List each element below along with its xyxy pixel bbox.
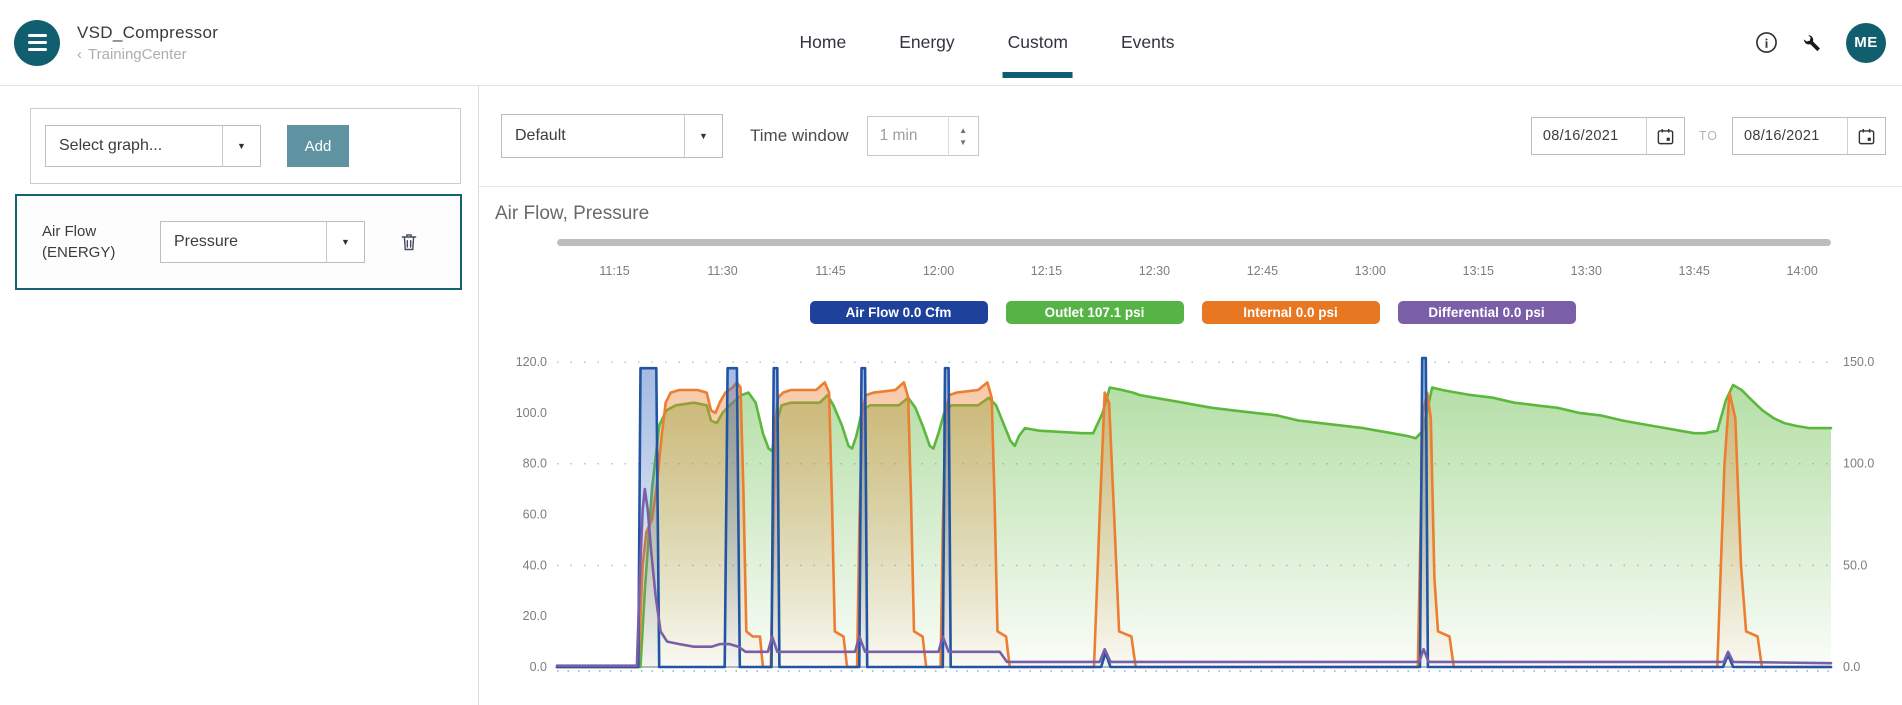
wrench-icon[interactable] (1801, 32, 1823, 54)
svg-text:14:00: 14:00 (1787, 264, 1818, 278)
sidebar: Select graph... ▼ Add Air Flow (ENERGY) … (0, 86, 479, 705)
svg-text:100.0: 100.0 (1843, 457, 1874, 471)
svg-text:12:15: 12:15 (1031, 264, 1062, 278)
svg-text:40.0: 40.0 (523, 558, 547, 572)
main-panel: Default ▼ Time window 1 min ▲ ▼ 08/16/20… (479, 86, 1902, 705)
calendar-icon[interactable] (1645, 118, 1684, 154)
app-header: VSD_Compressor ‹ TrainingCenter Home Ener… (0, 0, 1902, 86)
chart-area: Air Flow, Pressure 11:15 11:30 11:45 12:00 1… (479, 187, 1902, 687)
svg-text:120.0: 120.0 (516, 355, 547, 369)
date-to-input[interactable]: 08/16/2021 (1732, 117, 1886, 155)
legend-badge[interactable]: Outlet 107.1 psi (1005, 301, 1184, 324)
chevron-down-icon: ▼ (326, 222, 364, 262)
time-window-label: Time window (750, 126, 849, 145)
date-to-value: 08/16/2021 (1744, 128, 1820, 144)
svg-text:i: i (1765, 36, 1769, 50)
legend-badge[interactable]: Internal 0.0 psi (1201, 301, 1380, 324)
legend-badge[interactable]: Differential 0.0 psi (1397, 301, 1576, 324)
hamburger-icon (27, 34, 47, 37)
svg-text:150.0: 150.0 (1843, 355, 1874, 369)
preset-select[interactable]: Default ▼ (501, 114, 723, 158)
tab-custom[interactable]: Custom (1002, 0, 1074, 85)
add-graph-card: Select graph... ▼ Add (30, 108, 461, 184)
header-actions: i ME (1755, 22, 1886, 63)
breadcrumb[interactable]: ‹ TrainingCenter (77, 46, 218, 63)
svg-text:13:30: 13:30 (1571, 264, 1602, 278)
calendar-icon[interactable] (1847, 118, 1885, 154)
svg-text:20.0: 20.0 (523, 609, 547, 623)
main-nav: Home Energy Custom Events (797, 0, 1178, 85)
info-icon[interactable]: i (1755, 31, 1778, 54)
graph-item-label: Air Flow (ENERGY) (42, 223, 116, 261)
hamburger-menu-button[interactable] (14, 19, 60, 66)
svg-text:12:30: 12:30 (1139, 264, 1170, 278)
chart-canvas[interactable]: 11:15 11:30 11:45 12:00 12:15 12:30 12:45 13:00… (495, 237, 1890, 682)
svg-text:12:00: 12:00 (923, 264, 954, 278)
add-button[interactable]: Add (287, 125, 349, 167)
date-from-value: 08/16/2021 (1542, 128, 1619, 144)
chart-container: 11:15 11:30 11:45 12:00 12:15 12:30 12:45 13:00… (495, 237, 1890, 687)
svg-text:0.0: 0.0 (530, 660, 547, 674)
svg-text:12:45: 12:45 (1247, 264, 1278, 278)
chart-title: Air Flow, Pressure (495, 203, 650, 224)
svg-text:13:15: 13:15 (1463, 264, 1494, 278)
chart-scrollbar[interactable] (557, 239, 1831, 246)
graph-item-card[interactable]: Air Flow (ENERGY) Pressure ▼ (15, 194, 462, 290)
delete-graph-icon[interactable] (399, 232, 419, 252)
overlay-select-value: Pressure (174, 233, 239, 250)
breadcrumb-label: TrainingCenter (88, 45, 187, 63)
tab-home[interactable]: Home (799, 32, 847, 52)
graph-select-value: Select graph... (59, 137, 163, 154)
chart-legend: Air Flow 0.0 Cfm Outlet 107.1 psi Internal… (495, 301, 1890, 324)
stepper-up-icon[interactable]: ▲ (959, 125, 968, 135)
graph-select[interactable]: Select graph... ▼ (45, 125, 261, 167)
svg-text:100.0: 100.0 (516, 406, 547, 420)
chart-toolbar: Default ▼ Time window 1 min ▲ ▼ 08/16/20… (479, 86, 1902, 187)
preset-select-value: Default (515, 127, 566, 144)
title-block: VSD_Compressor ‹ TrainingCenter (77, 23, 218, 63)
stepper-arrows[interactable]: ▲ ▼ (947, 117, 978, 155)
back-chevron-icon: ‹ (77, 45, 82, 63)
svg-text:11:15: 11:15 (599, 264, 629, 278)
date-from-input[interactable]: 08/16/2021 (1530, 117, 1685, 155)
page-title: VSD_Compressor (77, 22, 219, 42)
avatar[interactable]: ME (1846, 22, 1886, 63)
legend-badge[interactable]: Air Flow 0.0 Cfm (809, 301, 988, 324)
content: Select graph... ▼ Add Air Flow (ENERGY) … (0, 86, 1902, 705)
date-range: 08/16/2021 TO 08/16/2021 (1530, 117, 1886, 155)
svg-text:11:30: 11:30 (707, 264, 737, 278)
svg-text:50.0: 50.0 (1843, 558, 1867, 572)
time-window-value: 1 min (879, 127, 918, 144)
svg-text:13:45: 13:45 (1679, 264, 1710, 278)
chevron-down-icon: ▼ (222, 126, 260, 166)
overlay-select[interactable]: Pressure ▼ (160, 221, 365, 263)
range-separator: TO (1698, 129, 1718, 143)
tab-energy[interactable]: Energy (899, 32, 955, 52)
time-window-stepper[interactable]: 1 min ▲ ▼ (866, 116, 979, 156)
tab-events[interactable]: Events (1120, 32, 1175, 52)
svg-text:11:45: 11:45 (815, 264, 845, 278)
svg-text:13:00: 13:00 (1355, 264, 1386, 278)
svg-text:0.0: 0.0 (1843, 660, 1860, 674)
svg-text:60.0: 60.0 (523, 508, 547, 522)
svg-text:80.0: 80.0 (523, 457, 547, 471)
stepper-down-icon[interactable]: ▼ (959, 137, 968, 147)
chevron-down-icon: ▼ (684, 115, 722, 157)
